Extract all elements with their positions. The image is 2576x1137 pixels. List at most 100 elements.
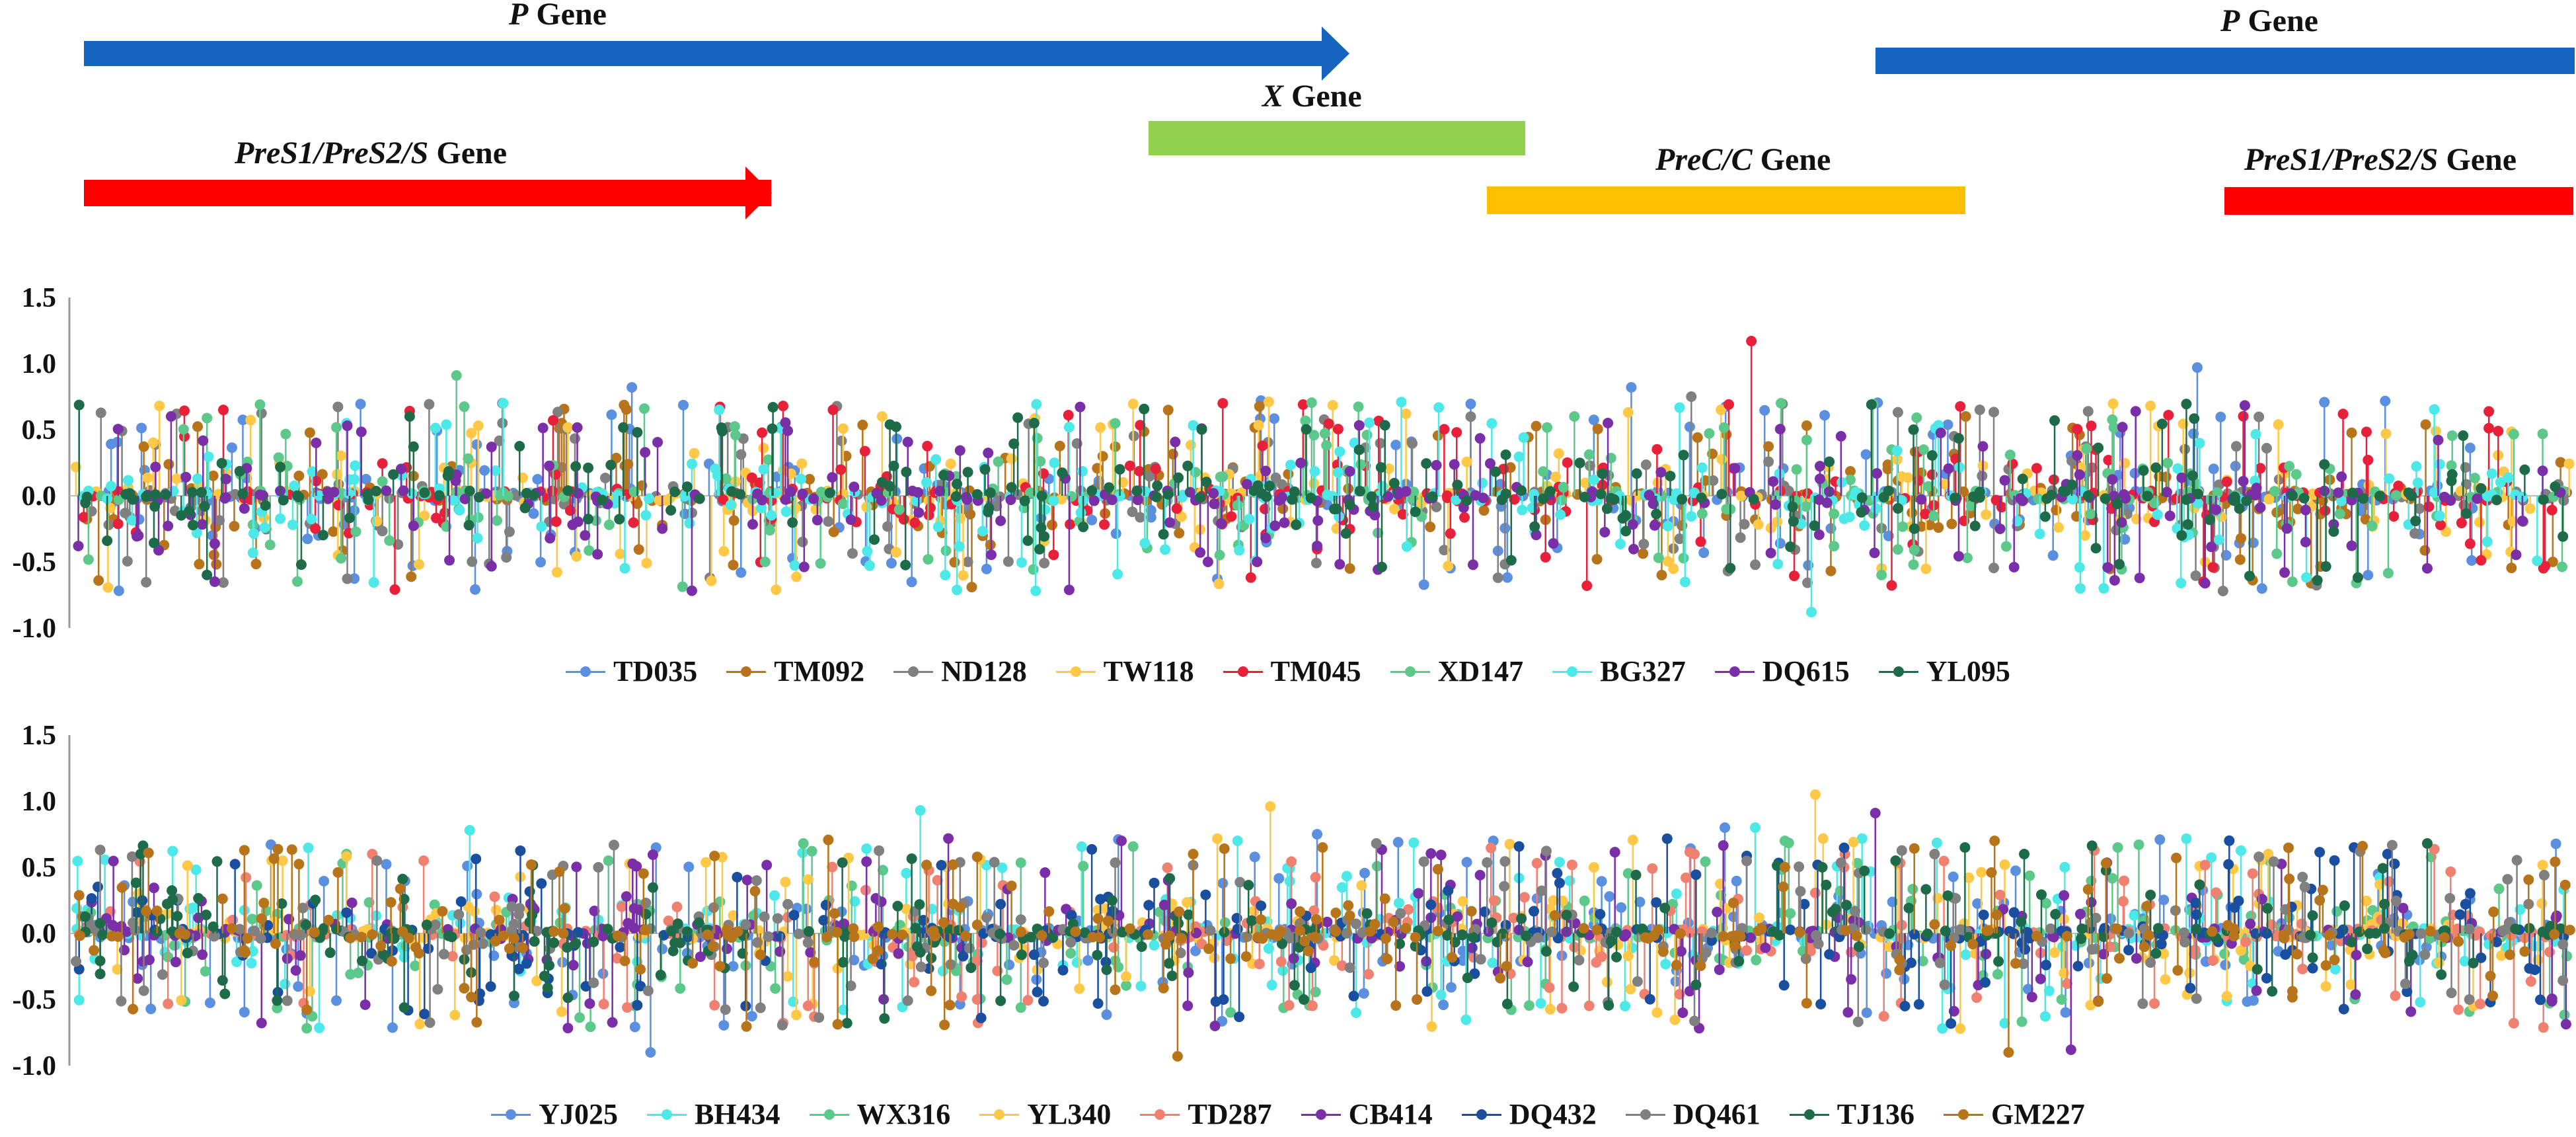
p-gene-right-bar bbox=[1875, 48, 2575, 74]
stem-point bbox=[1309, 466, 1320, 477]
stem-point bbox=[301, 1023, 313, 1034]
stem-point bbox=[1718, 422, 1729, 433]
baseline-point bbox=[1024, 487, 1036, 498]
stem-point bbox=[2346, 427, 2357, 438]
baseline-point bbox=[1990, 494, 2002, 506]
stem-point bbox=[2409, 528, 2421, 539]
stem-point bbox=[771, 471, 782, 483]
stem-point bbox=[1397, 509, 1408, 520]
stem-point bbox=[906, 576, 917, 588]
baseline-point bbox=[293, 491, 305, 502]
stem-point bbox=[1321, 440, 1332, 451]
legend-item: DQ615 bbox=[1714, 654, 1850, 688]
stem-point bbox=[2481, 536, 2493, 547]
stem-point bbox=[1279, 517, 1290, 528]
stem-point bbox=[1127, 399, 1139, 410]
stem-point bbox=[552, 407, 564, 418]
stem-point bbox=[1981, 509, 1992, 520]
stem-point bbox=[952, 479, 963, 490]
stem-point bbox=[545, 533, 556, 544]
baseline-point bbox=[1687, 495, 1698, 506]
stem-point bbox=[311, 438, 322, 448]
stem-point bbox=[683, 861, 695, 873]
stem-point bbox=[1601, 503, 1612, 514]
legend-label: DQ615 bbox=[1762, 655, 1850, 687]
baseline-point bbox=[229, 489, 241, 500]
baseline-point bbox=[81, 491, 93, 502]
stem-point bbox=[580, 529, 591, 541]
stem-point bbox=[2287, 576, 2298, 587]
stem-point bbox=[1835, 431, 1846, 442]
baseline-point bbox=[1322, 489, 1333, 500]
stem-point bbox=[1814, 461, 1825, 472]
stem-point bbox=[302, 533, 313, 545]
stem-point bbox=[606, 409, 617, 420]
stem-point bbox=[626, 382, 638, 393]
stem-point bbox=[570, 461, 582, 472]
stem-point bbox=[746, 472, 757, 483]
stem-point bbox=[1075, 507, 1086, 518]
stem-point bbox=[1802, 577, 1813, 588]
stem-point bbox=[804, 473, 815, 485]
stem-point bbox=[1368, 501, 1379, 512]
stem-point bbox=[1920, 563, 1932, 574]
stem-point bbox=[2469, 473, 2480, 484]
stem-point bbox=[1425, 522, 1436, 533]
baseline-point bbox=[907, 485, 918, 496]
baseline-point bbox=[726, 486, 738, 497]
stem-point bbox=[2546, 504, 2557, 516]
stem-point bbox=[1351, 1007, 1362, 1018]
stem-point bbox=[618, 422, 629, 433]
stem-point bbox=[2016, 1016, 2027, 1027]
stem-point bbox=[1974, 405, 1985, 415]
baseline-point bbox=[1735, 490, 1747, 502]
stem-point bbox=[1015, 1002, 1026, 1013]
stem-point bbox=[1445, 528, 1456, 539]
stem-point bbox=[1640, 459, 1651, 470]
stem-point bbox=[574, 1012, 586, 1023]
baseline-point bbox=[669, 487, 680, 498]
stem-point bbox=[528, 508, 539, 519]
stem-point bbox=[2238, 954, 2250, 965]
stem-point bbox=[1049, 457, 1060, 469]
stem-point bbox=[835, 464, 847, 475]
stem-point bbox=[1620, 526, 1632, 537]
stem-point bbox=[736, 449, 747, 460]
stem-point bbox=[1253, 420, 1264, 431]
stem-point bbox=[1553, 448, 1564, 459]
stem-point bbox=[1588, 414, 1599, 426]
baseline-point bbox=[2060, 486, 2071, 497]
stem-point bbox=[2193, 498, 2204, 509]
stem-point bbox=[1431, 501, 1442, 512]
stem-point bbox=[2410, 516, 2421, 527]
stem-point bbox=[2090, 543, 2102, 554]
pres-gene-right-label: PreS1/PreS2/S Gene bbox=[2244, 142, 2517, 177]
stem-point bbox=[787, 517, 798, 528]
stem-point bbox=[1999, 1017, 2010, 1029]
stem-point bbox=[287, 519, 298, 530]
y-tick-label: 0.5 bbox=[22, 415, 57, 446]
stem-point bbox=[350, 460, 361, 471]
stem-point bbox=[701, 857, 712, 868]
stem-point bbox=[148, 537, 159, 549]
stem-point bbox=[603, 519, 615, 530]
baseline-point bbox=[1587, 486, 1598, 497]
stem-point bbox=[167, 845, 178, 857]
stem-point bbox=[2256, 583, 2267, 594]
stem-point bbox=[180, 471, 192, 483]
stem-point bbox=[2235, 945, 2246, 956]
baseline-point bbox=[2067, 494, 2078, 505]
stem-point bbox=[1012, 412, 1024, 423]
baseline-point bbox=[1151, 491, 1162, 502]
stem-point bbox=[2213, 534, 2224, 545]
stem-point bbox=[1383, 463, 1394, 474]
stem-point bbox=[754, 477, 765, 489]
stem-point bbox=[1174, 528, 1185, 539]
stem-point bbox=[2517, 516, 2528, 527]
stem-point bbox=[2199, 578, 2211, 589]
stem-point bbox=[641, 557, 652, 568]
stem-point bbox=[2380, 395, 2391, 407]
legend-top: TD035 TM092 ND128 TW118 TM045 XD147 BG327 DQ615… bbox=[0, 654, 2576, 688]
stem-point bbox=[796, 473, 807, 485]
stem-point bbox=[245, 414, 256, 426]
